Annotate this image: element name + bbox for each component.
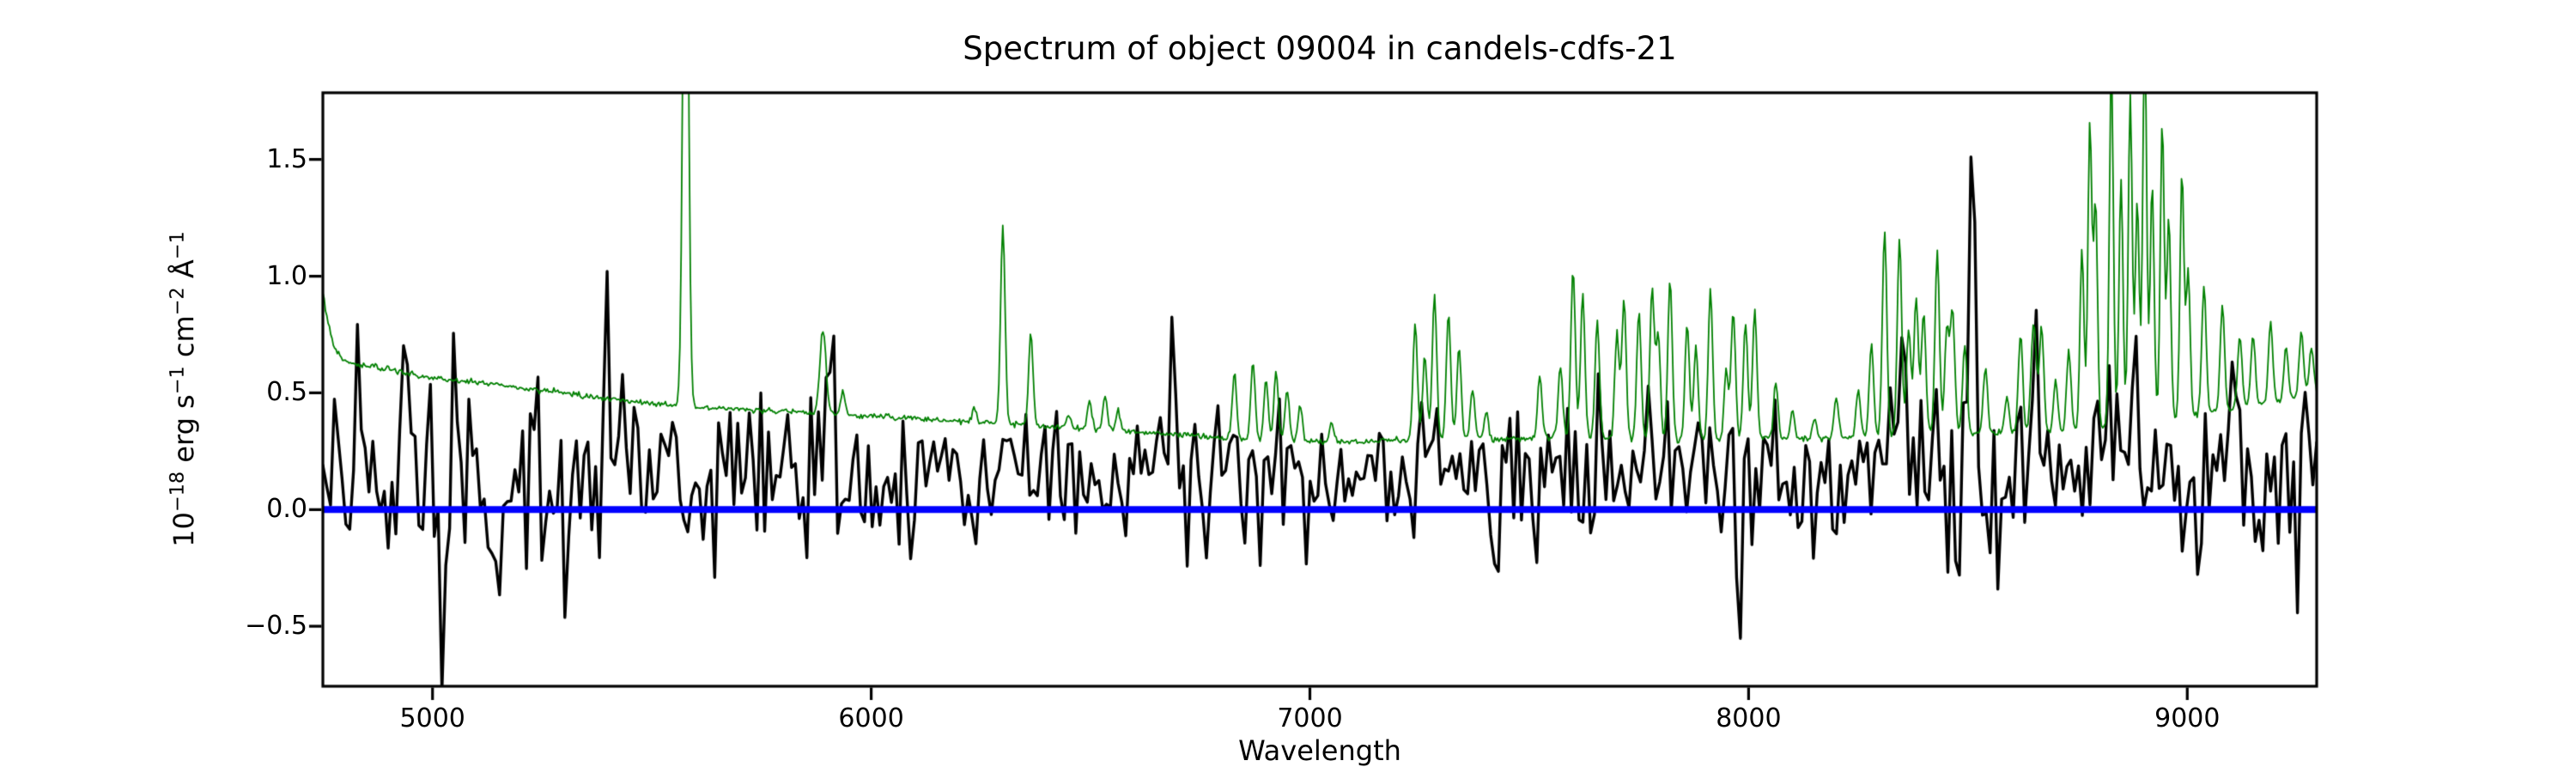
y-tick-label: −0.5: [245, 611, 307, 642]
x-tick-label: 5000: [399, 703, 465, 733]
y-tick-label: 0.5: [266, 377, 307, 408]
y-tick-label: 0.0: [266, 494, 307, 525]
x-axis-label: Wavelength: [1238, 734, 1401, 767]
x-tick-label: 6000: [838, 703, 904, 733]
x-tick-label: 9000: [2154, 703, 2221, 733]
y-tick-label: 1.5: [266, 143, 307, 174]
plot-title: Spectrum of object 09004 in candels-cdfs…: [963, 30, 1677, 67]
y-axis-label: 10−18 erg s−1 cm−2 Å−1: [166, 231, 201, 547]
x-tick-label: 7000: [1277, 703, 1343, 733]
y-tick-label: 1.0: [266, 260, 307, 291]
x-tick-label: 8000: [1716, 703, 1782, 733]
